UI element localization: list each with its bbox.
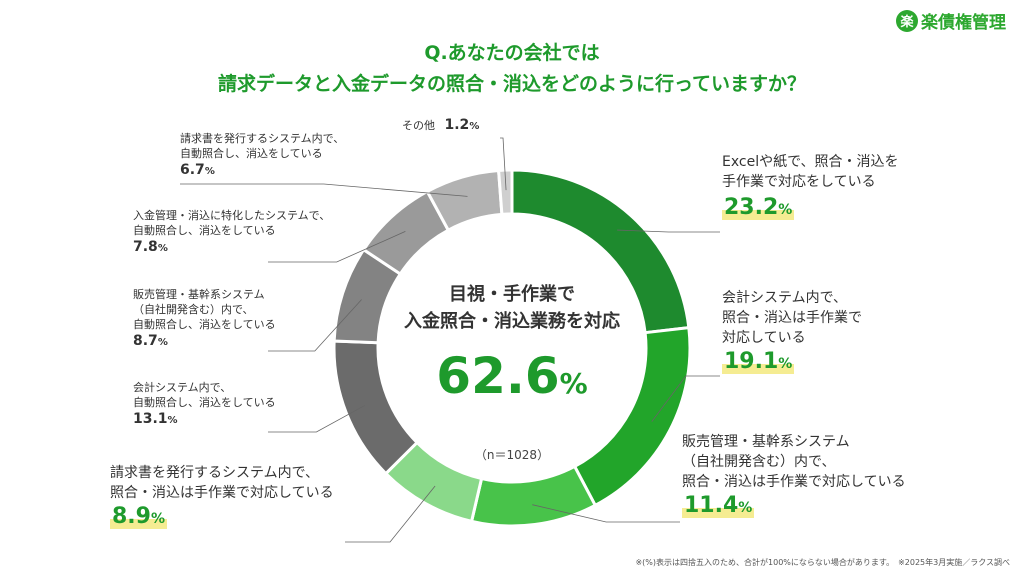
value-unit: % [778,202,793,218]
chart-title-line1: Q.あなたの会社では [424,42,600,64]
label-line: その他 [402,119,435,132]
data-label-value: 7.8% [133,239,168,255]
value-number: 11.4 [684,493,739,518]
label-line: 手作業で対応をしている [722,174,876,190]
value-unit: % [167,415,178,426]
center-label-line1: 目視・手作業で [449,284,575,305]
leader-line [268,405,365,433]
data-label-value: 11.4% [682,493,755,518]
center-value: 62.6% [377,346,647,414]
value-unit: % [469,121,480,132]
value-number: 1.2 [444,117,470,133]
label-line: （自社開発含む）内で、 [682,454,836,470]
leader-line [180,183,468,197]
label-accounting-auto: 会計システム内で、 自動照合し、消込をしている 13.1% [133,380,276,428]
brand-logo-icon: 楽 [896,9,918,32]
value-unit: % [778,356,793,372]
footnote: ※(%)表示は四捨五入のため、合計が100%にならない場合があります。 ※202… [635,558,1010,567]
label-invoice-manual: 請求書を発行するシステム内で、 照合・消込は手作業で対応している 8.9% [110,463,334,529]
label-other: その他 1.2% [402,118,479,134]
sample-size: （n＝1028） [474,448,550,462]
label-sales-auto: 販売管理・基幹系システム （自社開発含む）内で、 自動照合し、消込をしている 8… [133,287,276,350]
label-line: Excelや紙で、照合・消込を [722,154,899,170]
donut-slice [469,464,598,528]
value-number: 13.1 [133,411,168,427]
data-label-value: 23.2% [722,195,795,220]
value-number: 8.7 [133,333,158,349]
label-excel-paper: Excelや紙で、照合・消込を 手作業で対応をしている 23.2% [722,152,899,220]
label-line: 照合・消込は手作業で対応している [110,485,334,501]
data-label-value: 8.9% [110,504,168,529]
leader-line [617,229,720,233]
label-line: 請求書を発行するシステム内で、 [180,132,345,145]
leader-line [500,137,507,191]
leader-line [532,504,680,523]
center-label: 目視・手作業で 入金照合・消込業務を対応 [377,281,647,335]
value-unit: % [150,511,166,527]
value-number: 23.2 [724,195,779,220]
label-line: 自動照合し、消込をしている [133,224,276,237]
data-label-value: 1.2% [445,117,480,133]
value-unit: % [738,500,753,516]
leader-line [268,299,362,352]
label-line: 販売管理・基幹系システム [682,434,850,450]
value-number: 19.1 [724,349,779,374]
label-line: 会計システム内で、 [133,381,232,394]
value-unit: % [157,243,168,254]
brand-logo: 楽 楽債権管理 [896,8,1006,33]
label-payment-auto: 入金管理・消込に特化したシステムで、 自動照合し、消込をしている 7.8% [133,208,330,256]
value-number: 8.9 [112,504,151,529]
label-line: 自動照合し、消込をしている [133,396,276,409]
label-line: 販売管理・基幹系システム [133,288,265,301]
data-label-value: 13.1% [133,411,178,427]
label-line: 自動照合し、消込をしている [133,318,276,331]
label-accounting-manual: 会計システム内で、 照合・消込は手作業で 対応している 19.1% [722,288,862,374]
label-line: 請求書を発行するシステム内で、 [110,465,320,481]
label-invoice-auto: 請求書を発行するシステム内で、 自動照合し、消込をしている 6.7% [180,131,344,179]
leader-line [345,485,436,543]
label-sales-manual: 販売管理・基幹系システム （自社開発含む）内で、 照合・消込は手作業で対応してい… [682,432,906,518]
data-label-value: 19.1% [722,349,795,374]
label-line: 照合・消込は手作業で対応している [682,474,906,490]
label-line: 照合・消込は手作業で [722,310,862,326]
leader-line [651,375,720,422]
value-number: 6.7 [180,162,205,178]
donut-slice [496,168,514,216]
center-value-number: 62.6 [436,347,560,405]
value-unit: % [204,166,215,177]
center-label-line2: 入金照合・消込業務を対応 [404,311,620,332]
center-value-unit: % [559,367,588,400]
value-unit: % [157,337,168,348]
value-number: 7.8 [133,239,158,255]
label-line: 対応している [722,330,806,346]
label-line: 自動照合し、消込をしている [180,147,323,160]
data-label-value: 8.7% [133,333,168,349]
data-label-value: 6.7% [180,162,215,178]
label-line: 会計システム内で、 [722,290,848,306]
label-line: 入金管理・消込に特化したシステムで、 [133,209,331,222]
chart-title-line2: 請求データと入金データの照合・消込をどのように行っていますか？ [217,73,807,95]
label-line: （自社開発含む）内で、 [133,303,254,316]
brand-logo-text: 楽債権管理 [921,13,1006,33]
leader-line [268,231,406,263]
